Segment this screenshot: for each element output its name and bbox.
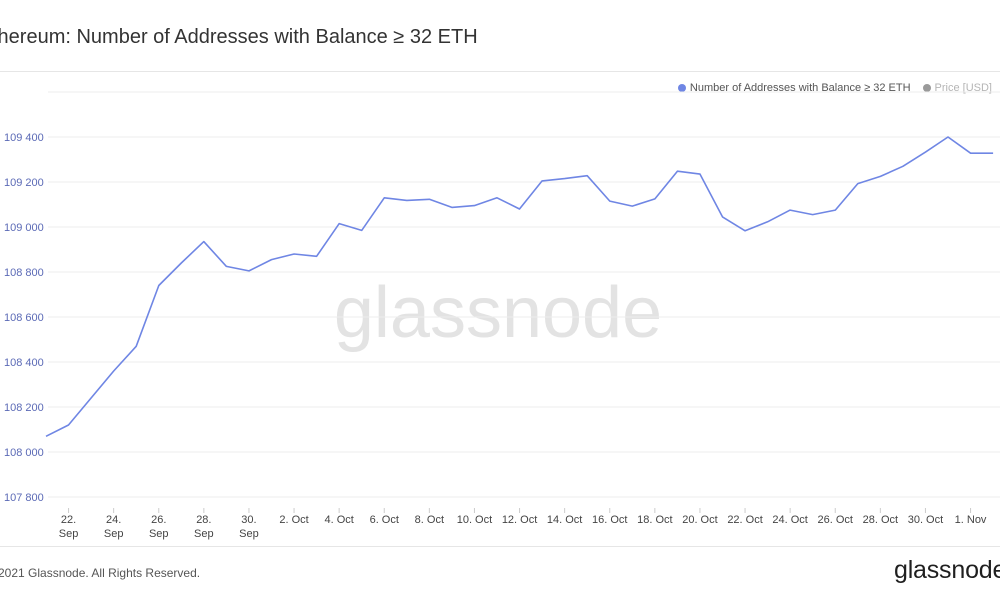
legend-item-price[interactable]: Price [USD] [922, 82, 992, 94]
data-point[interactable] [179, 261, 183, 265]
data-point[interactable] [675, 169, 679, 173]
x-tick-label: 4. Oct [324, 514, 353, 526]
x-tick-label: 22. Oct [727, 514, 762, 526]
data-point[interactable] [270, 258, 274, 262]
data-point[interactable] [856, 182, 860, 186]
x-tick-label: 20. Oct [682, 514, 717, 526]
legend-addresses-dot-icon [677, 84, 686, 92]
data-point[interactable] [540, 179, 544, 183]
x-tick-label: 28. Oct [863, 514, 898, 526]
data-point[interactable] [743, 229, 747, 233]
data-point[interactable] [608, 199, 612, 203]
data-point[interactable] [766, 220, 770, 224]
data-point[interactable] [134, 344, 138, 348]
x-tick-label: 28. [196, 514, 211, 526]
y-tick-label: 109 000 [4, 222, 44, 234]
data-point[interactable] [901, 164, 905, 168]
data-point[interactable] [450, 205, 454, 209]
y-tick-label: 108 400 [4, 357, 44, 369]
chart-title: thereum: Number of Addresses with Balanc… [0, 26, 478, 48]
x-tick-label: 22. [61, 514, 76, 526]
glassnode-logo[interactable]: glassnode [894, 556, 1000, 584]
data-point[interactable] [89, 396, 93, 400]
x-tick-label: Sep [104, 528, 124, 540]
grid-lines [48, 91, 1000, 498]
data-point[interactable] [472, 204, 476, 208]
data-point[interactable] [811, 213, 815, 217]
x-tick-label: 2. Oct [279, 514, 308, 526]
x-tick-label: Sep [149, 528, 169, 540]
x-tick-label: 30. [241, 514, 256, 526]
legend-price-dot-icon [922, 84, 931, 92]
x-tick-label: 16. Oct [592, 514, 627, 526]
y-tick-label: 109 400 [4, 132, 44, 144]
data-point[interactable] [360, 228, 364, 232]
x-tick-label: 10. Oct [457, 514, 492, 526]
x-tick-label: 1. Nov [955, 514, 987, 526]
y-tick-label: 108 200 [4, 402, 44, 414]
data-point[interactable] [112, 369, 116, 373]
x-tick-label: Sep [59, 528, 79, 540]
x-tick-label: 8. Oct [415, 514, 444, 526]
x-tick-label: 26. Oct [818, 514, 853, 526]
x-axis: 22. Sep 24. Sep 26. Sep 28. Sep 30. Sep 2. Oct 4. O… [59, 508, 987, 540]
x-tick-label: Sep [194, 528, 214, 540]
x-tick-label: 30. Oct [908, 514, 943, 526]
legend-item-addresses[interactable]: Number of Addresses with Balance ≥ 32 ET… [677, 82, 911, 94]
x-tick-label: 26. [151, 514, 166, 526]
series-line-addresses[interactable] [45, 136, 994, 438]
data-point[interactable] [427, 197, 431, 201]
y-tick-label: 107 800 [4, 492, 44, 504]
x-tick-label: Sep [239, 528, 259, 540]
data-point[interactable] [157, 284, 161, 288]
data-point[interactable] [292, 252, 296, 256]
x-tick-label: 18. Oct [637, 514, 672, 526]
watermark-text: glassnode [334, 273, 662, 353]
x-tick-label: 24. Oct [772, 514, 807, 526]
x-tick-label: 14. Oct [547, 514, 582, 526]
y-axis: 107 800 108 000 108 200 108 400 108 600 108 8… [4, 132, 44, 504]
y-tick-label: 109 200 [4, 177, 44, 189]
data-point[interactable] [653, 197, 657, 201]
y-tick-label: 108 000 [4, 447, 44, 459]
data-point[interactable] [698, 172, 702, 176]
y-tick-label: 108 800 [4, 267, 44, 279]
data-point[interactable] [563, 177, 567, 181]
legend-addresses-label: Number of Addresses with Balance ≥ 32 ET… [689, 82, 911, 94]
x-tick-label: 24. [106, 514, 121, 526]
x-tick-label: 6. Oct [370, 514, 399, 526]
data-point[interactable] [946, 135, 950, 139]
y-tick-label: 108 600 [4, 312, 44, 324]
data-point[interactable] [337, 222, 341, 226]
data-point[interactable] [224, 264, 228, 268]
header-divider [0, 71, 1000, 72]
data-point[interactable] [924, 150, 928, 154]
data-point[interactable] [969, 151, 973, 155]
data-point[interactable] [630, 204, 634, 208]
data-point[interactable] [382, 196, 386, 200]
data-point[interactable] [878, 174, 882, 178]
legend-price-label: Price [USD] [934, 82, 992, 94]
data-point[interactable] [202, 240, 206, 244]
data-point[interactable] [518, 207, 522, 211]
data-point[interactable] [315, 254, 319, 258]
data-point[interactable] [247, 269, 251, 273]
data-point[interactable] [44, 434, 48, 438]
data-point[interactable] [721, 215, 725, 219]
x-tick-label: 12. Oct [502, 514, 537, 526]
legend: Number of Addresses with Balance ≥ 32 ET… [666, 82, 992, 94]
data-point[interactable] [991, 151, 995, 155]
data-point[interactable] [67, 423, 71, 427]
data-point[interactable] [495, 196, 499, 200]
data-point[interactable] [833, 208, 837, 212]
copyright-text: 2021 Glassnode. All Rights Reserved. [0, 566, 201, 580]
series-group [44, 135, 995, 438]
data-point[interactable] [405, 198, 409, 202]
data-point[interactable] [788, 208, 792, 212]
data-point[interactable] [585, 174, 589, 178]
footer-divider [0, 546, 1000, 547]
